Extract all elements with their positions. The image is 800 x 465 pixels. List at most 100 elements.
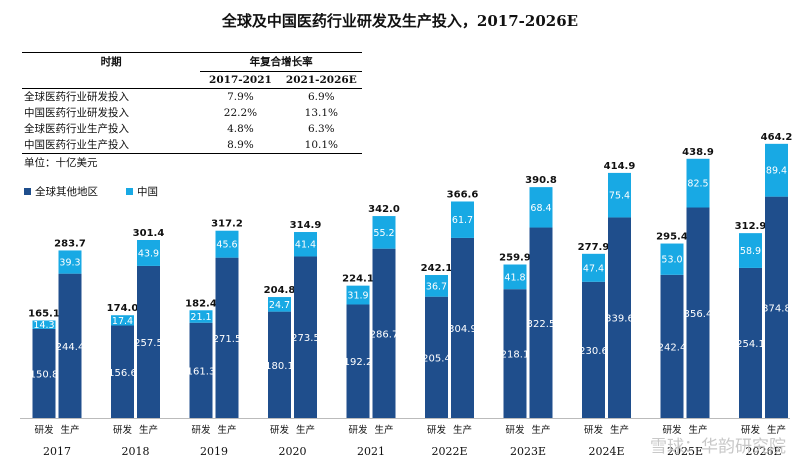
data-label-china: 75.4 <box>609 191 630 202</box>
data-label-total: 242.1 <box>421 263 453 274</box>
data-label-total: 464.2 <box>761 132 793 143</box>
bar-segment-rest-of-world <box>189 322 213 418</box>
data-label-china: 41.8 <box>504 272 525 283</box>
bar-type-label: 生产 <box>217 424 236 436</box>
cagr-value: 4.8% <box>227 123 254 135</box>
data-label-rest-of-world: 161.3 <box>187 366 216 377</box>
data-label-total: 317.2 <box>211 219 243 230</box>
row-label: 全球医药行业生产投入 <box>24 123 129 135</box>
bar-segment-china <box>582 253 605 282</box>
x-tick-label: 2026E <box>745 445 781 458</box>
data-label-total: 174.0 <box>107 303 139 314</box>
bar-segment-china <box>529 187 553 228</box>
bar-segment-china <box>660 243 684 275</box>
legend-swatch <box>24 188 31 195</box>
bar-segment-china <box>268 297 291 312</box>
bar-segment-china <box>137 239 160 266</box>
bar-segment-rest-of-world <box>503 289 527 418</box>
row-label: 全球医药行业研发投入 <box>24 91 129 103</box>
bar-segment-rest-of-world <box>608 217 631 418</box>
x-tick-label: 2024E <box>588 445 624 458</box>
bar-type-label: 研发 <box>662 424 682 436</box>
legend-label: 全球其他地区 <box>35 186 98 198</box>
bar-segment-rest-of-world <box>268 311 291 418</box>
row-label: 中国医药行业生产投入 <box>22 137 201 154</box>
data-label-china: 36.7 <box>426 281 447 292</box>
data-label-total: 366.6 <box>447 189 479 200</box>
data-label-total: 182.4 <box>185 298 217 309</box>
bar-type-label: 研发 <box>34 424 54 436</box>
data-label-rest-of-world: 230.6 <box>579 346 608 357</box>
data-label-china: 53.0 <box>661 255 682 266</box>
table-row: 全球医药行业生产投入 4.8% 6.3% <box>22 121 362 137</box>
bar-segment-rest-of-world <box>686 207 710 418</box>
bar-segment-china <box>451 201 474 238</box>
data-label-china: 39.3 <box>59 258 80 269</box>
table-row: 中国医药行业研发投入 22.2% 13.1% <box>22 105 362 121</box>
row-label: 中国医药行业研发投入 <box>24 107 129 119</box>
x-tick-label: 2017 <box>43 445 71 458</box>
unit-label: 单位：十亿美元 <box>24 157 98 169</box>
x-tick-label: 2019 <box>200 445 228 458</box>
bar-segment-china <box>215 230 239 258</box>
cagr-value: 22.2% <box>223 107 258 119</box>
data-label-total: 312.9 <box>735 221 767 232</box>
data-label-china: 47.4 <box>583 263 604 274</box>
bar-segment-rest-of-world <box>111 325 134 418</box>
x-tick-label: 2022E <box>431 445 467 458</box>
data-label-china: 89.4 <box>766 166 787 177</box>
data-label-rest-of-world: 273.5 <box>291 333 320 344</box>
bar-segment-china <box>686 158 710 208</box>
data-label-rest-of-world: 244.4 <box>56 342 85 353</box>
data-label-total: 295.4 <box>656 232 688 243</box>
bar-type-label: 生产 <box>767 424 786 436</box>
legend-item-china: 中国 <box>126 184 158 199</box>
bar-segment-china <box>608 172 631 218</box>
data-label-rest-of-world: 339.6 <box>605 314 634 325</box>
legend-item-rest-of-world: 全球其他地区 <box>24 184 98 199</box>
data-label-china: 61.7 <box>452 215 473 226</box>
data-label-rest-of-world: 271.5 <box>213 334 242 345</box>
data-label-rest-of-world: 156.6 <box>108 368 137 379</box>
bar-segment-china <box>739 233 762 268</box>
data-label-rest-of-world: 257.5 <box>134 338 163 349</box>
cagr-header: 年复合增长率 <box>200 52 362 72</box>
bar-segment-rest-of-world <box>58 273 82 418</box>
data-label-total: 390.8 <box>525 175 557 186</box>
bar-segment-rest-of-world <box>529 227 553 418</box>
data-label-rest-of-world: 218.1 <box>501 350 530 361</box>
bar-segment-rest-of-world <box>137 265 160 418</box>
data-label-china: 55.2 <box>373 228 394 239</box>
bar-type-label: 生产 <box>60 424 79 436</box>
bar-segment-china <box>189 310 213 323</box>
data-label-china: 45.6 <box>216 240 237 251</box>
data-label-total: 342.0 <box>368 204 400 215</box>
data-label-china: 17.4 <box>112 316 133 327</box>
x-tick-label: 2021 <box>357 445 385 458</box>
bar-segment-china <box>425 275 448 297</box>
cagr-value: 6.3% <box>307 123 335 135</box>
x-tick-label: 2018 <box>122 445 150 458</box>
data-label-rest-of-world: 254.1 <box>736 339 765 350</box>
bar-type-label: 生产 <box>453 424 472 436</box>
legend-label: 中国 <box>137 186 158 198</box>
bar-segment-rest-of-world <box>660 274 684 418</box>
bar-segment-china <box>503 264 527 290</box>
bar-type-label: 生产 <box>374 424 393 436</box>
cagr-value: 6.9% <box>307 91 335 103</box>
data-label-rest-of-world: 242.4 <box>658 342 687 353</box>
table-row: 中国医药行业生产投入 8.9% 10.1% <box>22 137 362 154</box>
bar-type-label: 研发 <box>270 424 290 436</box>
bar-type-label: 研发 <box>584 424 604 436</box>
bar-segment-china <box>765 143 788 197</box>
cagr-value: 7.9% <box>227 91 254 103</box>
bar-type-label: 研发 <box>427 424 447 436</box>
data-label-rest-of-world: 304.9 <box>448 324 477 335</box>
data-label-total: 414.9 <box>604 161 636 172</box>
data-label-total: 259.9 <box>499 253 531 264</box>
data-label-china: 82.5 <box>687 179 708 190</box>
cagr-value: 8.9% <box>200 137 281 154</box>
bar-segment-china <box>346 285 370 305</box>
bar-type-label: 生产 <box>610 424 629 436</box>
data-label-total: 283.7 <box>54 238 86 249</box>
